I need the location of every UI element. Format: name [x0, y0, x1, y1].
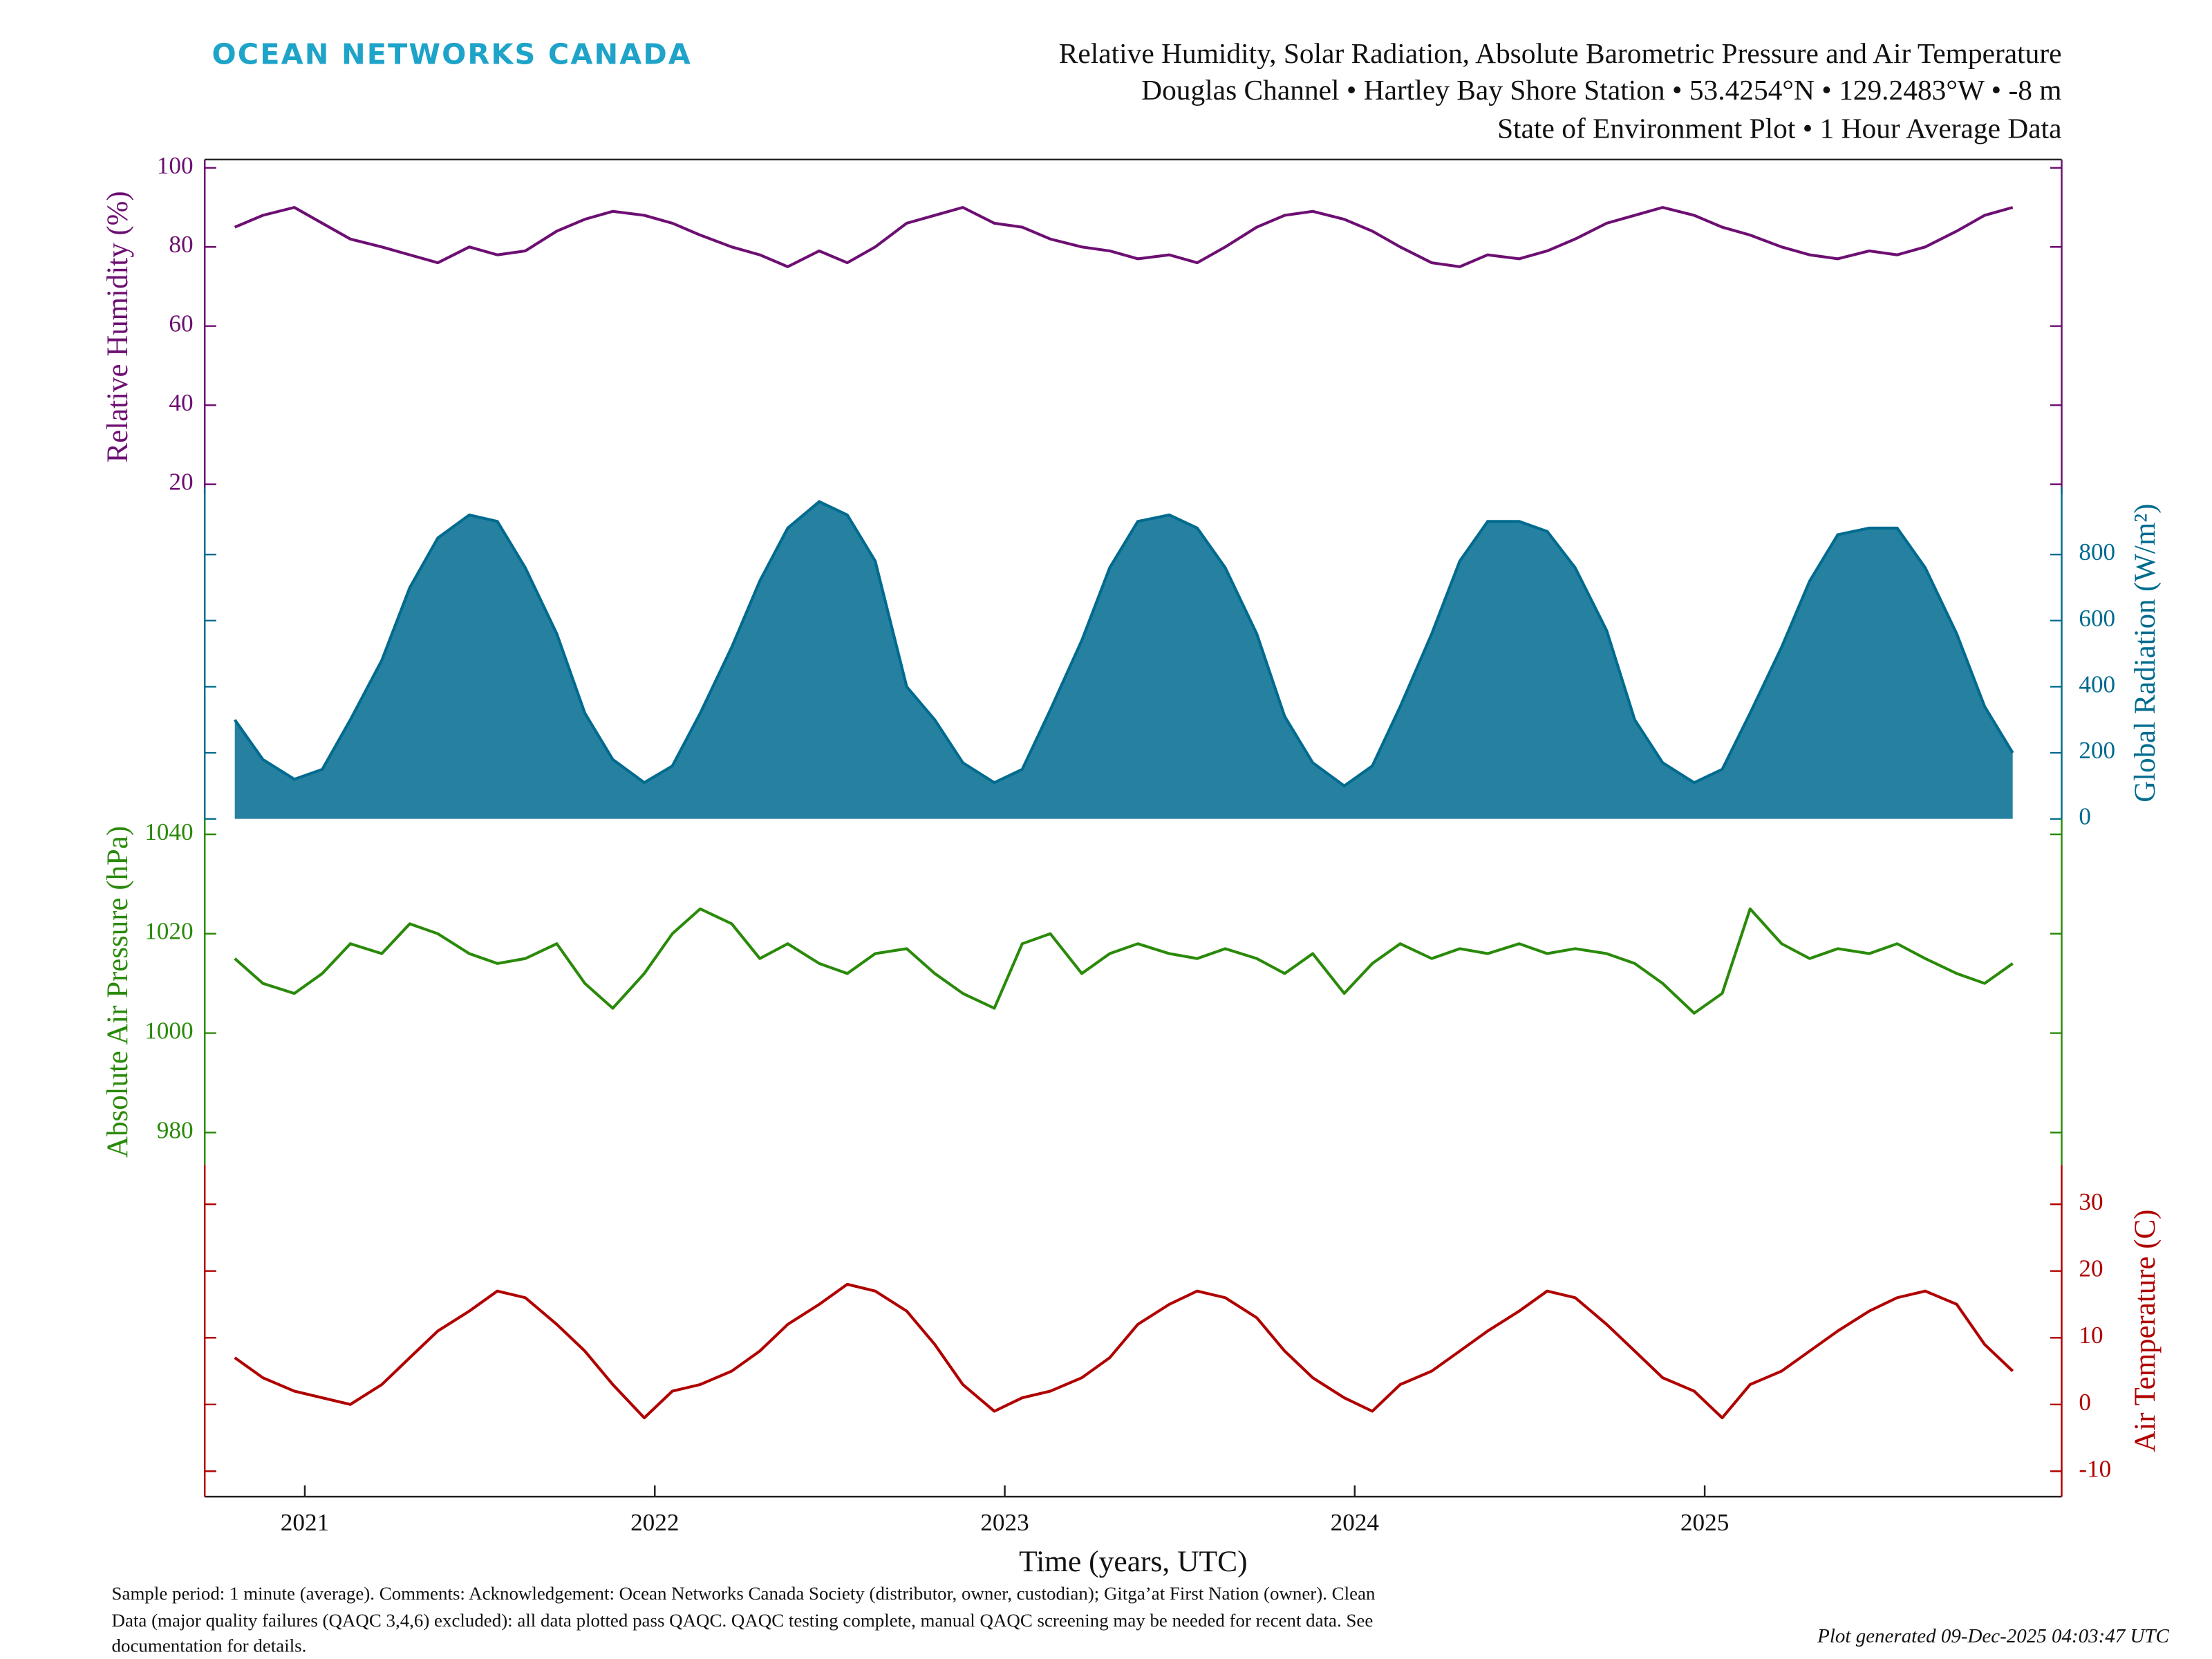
x-tick-label: 2025 [1680, 1509, 1729, 1536]
y-tick-label: 10 [2079, 1322, 2103, 1349]
y-tick-label: 200 [2079, 737, 2115, 764]
y-tick-label: 600 [2079, 605, 2115, 632]
y-tick-label: 0 [2079, 1389, 2091, 1416]
y-tick-label: 0 [2079, 803, 2091, 830]
title-line: Relative Humidity, Solar Radiation, Abso… [1059, 37, 2062, 69]
y-tick-label: 1020 [144, 918, 193, 945]
y-tick-label: 30 [2079, 1188, 2103, 1215]
area-fill [234, 501, 2013, 819]
title-line: State of Environment Plot • 1 Hour Avera… [1497, 113, 2061, 144]
data-line [234, 907, 2014, 1015]
footer-line: Sample period: 1 minute (average). Comme… [112, 1583, 1376, 1604]
y-tick-label: -10 [2079, 1456, 2111, 1483]
y-tick-label: 400 [2079, 671, 2115, 698]
y-tick-label: 20 [169, 469, 193, 496]
y-tick-label: 1040 [144, 818, 193, 845]
data-line [233, 500, 2014, 788]
y-axis-label: Air Temperature (C) [2129, 1210, 2162, 1452]
footer-line: Data (major quality failures (QAQC 3,4,6… [112, 1610, 1374, 1631]
x-tick-label: 2021 [281, 1509, 329, 1536]
y-tick-label: 100 [157, 152, 194, 179]
x-tick-label: 2022 [630, 1509, 679, 1536]
y-tick-label: 80 [169, 231, 193, 258]
y-tick-label: 40 [169, 389, 193, 416]
y-axis-label: Relative Humidity (%) [102, 191, 134, 462]
data-line [234, 1282, 2014, 1420]
y-tick-label: 20 [2079, 1255, 2103, 1282]
y-tick-label: 800 [2079, 538, 2115, 565]
x-tick-label: 2023 [980, 1509, 1029, 1536]
data-line [234, 206, 2014, 268]
x-tick-label: 2024 [1331, 1509, 1379, 1536]
x-axis-label: Time (years, UTC) [1019, 1546, 1248, 1578]
y-axis-label: Absolute Air Pressure (hPa) [102, 826, 134, 1158]
title-line: Douglas Channel • Hartley Bay Shore Stat… [1141, 74, 2061, 106]
footer-line: documentation for details. [112, 1635, 307, 1656]
y-tick-label: 60 [169, 310, 193, 337]
y-tick-label: 980 [157, 1117, 194, 1144]
logo: OCEAN NETWORKS CANADA [212, 38, 692, 71]
y-tick-label: 1000 [144, 1018, 193, 1044]
plot-generated: Plot generated 09-Dec-2025 04:03:47 UTC [1817, 1625, 2169, 1647]
y-axis-label: Global Radiation (W/m²) [2129, 504, 2162, 803]
